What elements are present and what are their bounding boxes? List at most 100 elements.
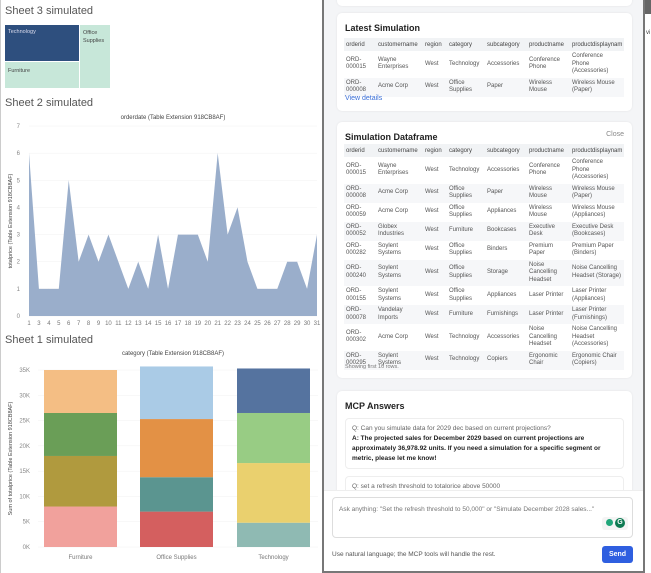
column-header[interactable]: productdisplaynam [570,144,624,157]
table-cell: Appliances [487,208,517,215]
column-header[interactable]: orderid [344,38,376,51]
table-cell: West [423,305,447,324]
treemap-label: Office Supplies [83,30,105,44]
column-header[interactable]: subcategory [485,38,527,51]
table-cell: Soylent Systems [378,288,402,302]
treemap-label: Furniture [8,68,31,74]
x-tick-label: 7 [77,321,81,327]
x-tick-label: 19 [194,321,201,327]
bar-segment [140,366,213,420]
question: Q: set a refresh threshold to totalorice… [352,483,501,490]
y-tick-label: 20K [19,444,30,450]
treemap-office-supplies[interactable]: Office Supplies [80,25,110,88]
x-tick-label: 21 [214,321,221,327]
column-header[interactable]: category [447,38,485,51]
dataframe-card: Simulation Dataframe Close orderid custom… [337,122,632,378]
sheet2-title: Sheet 2 simulated [5,97,94,109]
column-header[interactable]: productname [527,38,570,51]
column-header[interactable]: orderid [344,144,376,157]
table-cell: Furniture [447,221,485,241]
x-tick-label: 17 [175,321,182,327]
area-series [29,153,317,316]
lightbulb-icon[interactable] [606,519,613,526]
bar-segment [237,412,310,464]
table-cell: Wayne Enterprises [378,162,409,177]
view-details-link[interactable]: View details [345,95,383,102]
table-cell: Furnishings [485,305,527,324]
table-cell: Ergonomic Chair (Copiers) [570,350,624,370]
table-cell: Technology [449,60,480,67]
column-header[interactable]: customername [376,38,423,51]
x-tick-label: 11 [115,321,122,327]
bar-segment [237,463,310,523]
column-header[interactable]: region [423,38,447,51]
y-tick-label: 5 [17,178,21,184]
table-cell: Wireless Mouse [527,77,570,97]
x-tick-label: 8 [87,321,91,327]
table-cell: ORD-000282 [346,242,367,257]
x-tick-label: 1 [27,321,31,327]
table-cell: Copiers [485,350,527,370]
column-header[interactable]: region [423,144,447,157]
column-header[interactable]: productname [527,144,570,157]
bar-segment [237,522,310,547]
bar-chart-title: category (Table Extension 918CB8AF) [121,351,225,357]
treemap-furniture[interactable]: Furniture [5,62,79,88]
table-row: ORD-000008 Acme Corp West Office Supplies Pa… [344,77,624,97]
x-tick-label: 18 [185,321,192,327]
table-cell: West [423,259,447,286]
ask-input[interactable] [332,497,633,538]
answer: A: The projected sales for December 2029… [352,435,601,462]
x-tick-label: 12 [125,321,132,327]
edge-toolbar [645,0,651,14]
table-row: ORD-000302 Acme Corp West Technology Accesso… [344,324,624,351]
table-cell: Premium Paper (Binders) [572,242,614,257]
x-tick-label: 15 [155,321,162,327]
y-tick-label: 5K [23,520,30,526]
y-tick-label: 10K [19,494,30,500]
column-header[interactable]: productdisplaynam [570,38,624,51]
table-cell: West [425,60,439,67]
y-tick-label: 3 [17,233,21,239]
x-tick-label: 25 [254,321,261,327]
x-tick-label: Furniture [68,555,93,561]
table-cell: Conference Phone (Accessories) [572,53,609,74]
table-row: ORD-000059 Acme Corp West Office Supplies Ap… [344,203,624,222]
sheet3-title: Sheet 3 simulated [5,5,94,17]
column-header[interactable]: subcategory [485,144,527,157]
table-cell: Premium Paper [529,242,554,257]
table-cell: Wireless Mouse (Appliances) [572,204,615,219]
table-header: orderid customername region category subcate… [344,144,624,157]
table-cell: West [423,77,447,97]
y-axis-title: Sum of totalprice (Table Extension 918CB… [8,401,14,515]
treemap-technology[interactable]: Technology [5,25,79,61]
grammarly-icon[interactable]: G [615,518,625,528]
table-cell: Wireless Mouse [527,183,570,203]
table-cell: Binders [487,246,508,253]
table-row: ORD-000015 Wayne Enterprises West Technolog… [344,157,624,184]
table-cell: Wireless Mouse (Paper) [570,183,624,203]
left-border [0,0,1,573]
column-header[interactable]: category [447,144,485,157]
question: Q: Can you simulate data for 2029 dec ba… [352,425,551,432]
table-row: ORD-000052 Globex Industries West Furniture… [344,221,624,241]
table-cell: Soylent Systems [376,350,423,370]
table-cell: Office Supplies [447,77,485,97]
y-tick-label: 0 [17,314,21,320]
table-cell: West [425,166,439,173]
column-header[interactable]: customername [376,144,423,157]
x-tick-label: 13 [135,321,142,327]
x-tick-label: 29 [294,321,301,327]
table-cell: West [423,221,447,241]
table-cell: ORD-000059 [346,204,367,219]
table-cell: Soylent Systems [378,242,402,257]
y-tick-label: 6 [17,151,21,157]
table-cell: West [425,291,439,298]
close-button[interactable]: Close [606,131,624,138]
send-button[interactable]: Send [602,546,633,563]
x-tick-label: 27 [274,321,281,327]
table-cell: Office Supplies [449,242,473,257]
table-cell: Acme Corp [376,183,423,203]
table-row: ORD-000008 Acme Corp West Office Supplies Pa… [344,183,624,203]
